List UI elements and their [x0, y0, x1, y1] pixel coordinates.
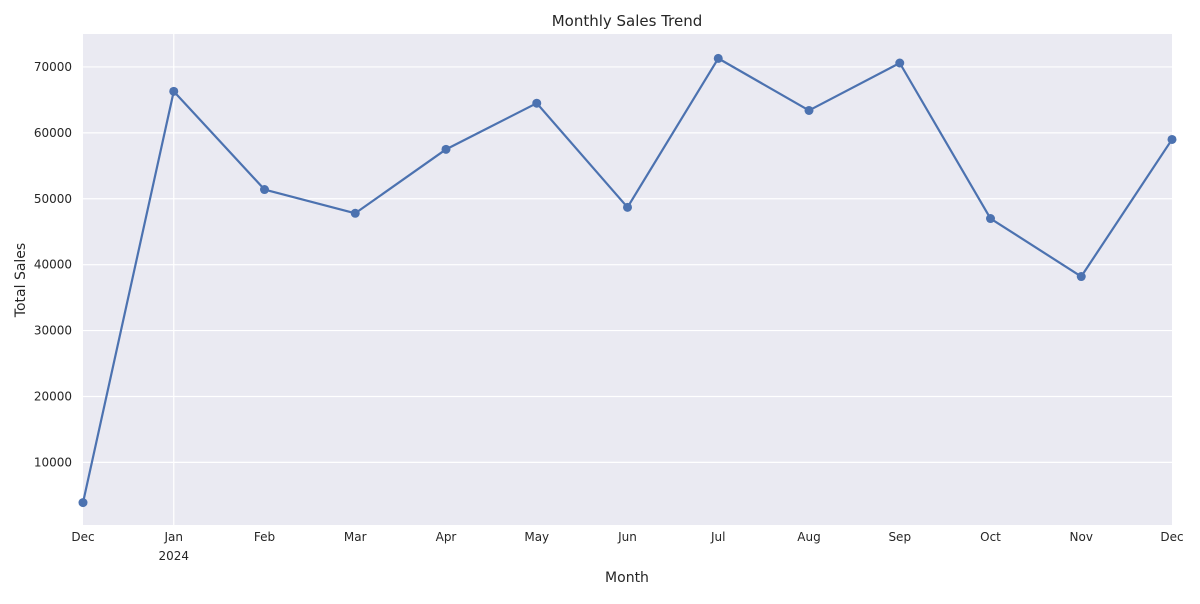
data-point — [713, 53, 723, 63]
data-point — [350, 208, 360, 218]
y-tick-label: 30000 — [34, 324, 72, 338]
x-tick-label: Aug — [797, 530, 820, 544]
x-tick-label: Oct — [980, 530, 1001, 544]
y-tick-label: 70000 — [34, 60, 72, 74]
y-tick-label: 20000 — [34, 389, 72, 403]
data-point — [169, 86, 179, 96]
x-tick-label: Dec — [71, 530, 94, 544]
x-tick-label: Jul — [710, 530, 725, 544]
data-point — [986, 214, 995, 224]
x-tick-sublabel: 2024 — [158, 549, 189, 563]
grid-lines — [83, 34, 1172, 525]
data-point — [260, 185, 269, 195]
chart-title: Monthly Sales Trend — [552, 12, 703, 30]
y-tick-label: 60000 — [34, 126, 72, 140]
y-tick-label: 50000 — [34, 192, 72, 206]
data-point — [1076, 272, 1086, 282]
x-tick-label: Dec — [1160, 530, 1183, 544]
plot-background — [83, 34, 1172, 525]
data-point — [532, 98, 542, 108]
series-layer — [78, 53, 1177, 508]
y-axis-ticks: 10000 20000 30000 40000 50000 60000 70000 — [34, 60, 72, 469]
x-tick-label: Sep — [888, 530, 911, 544]
x-tick-label: Nov — [1070, 530, 1093, 544]
y-tick-label: 10000 — [34, 455, 72, 469]
x-tick-label: Jun — [617, 530, 637, 544]
data-point — [78, 498, 88, 508]
x-tick-label: Apr — [436, 530, 457, 544]
x-tick-label: Jan — [164, 530, 184, 544]
x-axis-label: Month — [605, 570, 649, 586]
data-point — [441, 144, 451, 154]
x-axis-ticks: Dec Jan 2024 Feb Mar Apr May Jun Jul Aug Sep Oct Nov… — [71, 530, 1183, 563]
x-tick-label: Feb — [254, 530, 275, 544]
data-point — [804, 105, 814, 115]
data-point — [1167, 134, 1177, 144]
data-point — [623, 202, 632, 212]
data-point — [895, 58, 905, 68]
y-tick-label: 40000 — [34, 258, 72, 272]
y-axis-label: Total Sales — [13, 243, 29, 318]
x-tick-label: May — [524, 530, 549, 544]
x-tick-label: Mar — [344, 530, 367, 544]
